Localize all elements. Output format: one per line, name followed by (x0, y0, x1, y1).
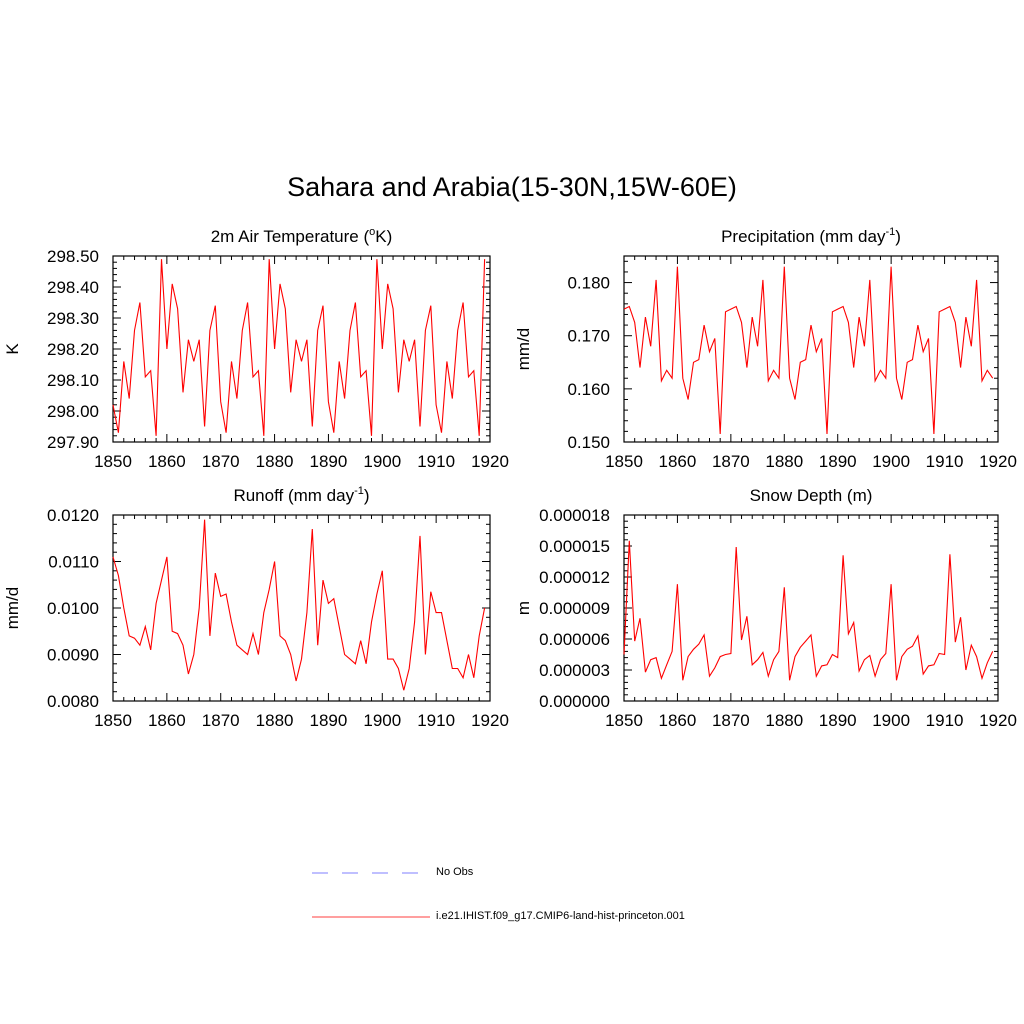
y-tick-label: 298.40 (47, 278, 99, 297)
x-tick-label: 1890 (310, 711, 348, 730)
x-tick-label: 1870 (202, 711, 240, 730)
y-axis-label-3: mm/d (3, 587, 22, 630)
y-tick-label: 0.160 (567, 380, 610, 399)
series-line-4 (623, 540, 994, 681)
series-line-3 (112, 519, 486, 691)
plot-frame-2 (623, 255, 999, 443)
y-tick-label: 0.150 (567, 433, 610, 452)
x-tick-label: 1920 (471, 452, 509, 471)
y-tick-label: 0.0080 (47, 692, 99, 711)
x-tick-label: 1870 (712, 452, 750, 471)
x-tick-label: 1870 (712, 711, 750, 730)
legend-label-no-obs: No Obs (436, 866, 474, 878)
y-tick-label: 298.30 (47, 309, 99, 328)
x-tick-label: 1900 (872, 452, 910, 471)
y-tick-label: 298.50 (47, 247, 99, 266)
page-title: Sahara and Arabia(15-30N,15W-60E) (287, 172, 737, 202)
x-tick-label: 1910 (926, 711, 964, 730)
y-tick-label: 0.000000 (539, 692, 610, 711)
y-tick-label: 0.000009 (539, 599, 610, 618)
y-axis-label-2: mm/d (514, 328, 533, 371)
y-tick-label: 0.0110 (48, 553, 99, 572)
x-tick-label: 1900 (363, 711, 401, 730)
x-tick-label: 1860 (148, 452, 186, 471)
y-tick-label: 0.0120 (47, 506, 99, 525)
x-tick-label: 1880 (256, 711, 294, 730)
x-tick-label: 1850 (605, 711, 643, 730)
x-tick-label: 1900 (363, 452, 401, 471)
panel-title-1: 2m Air Temperature (oK) (211, 226, 393, 246)
panel-title-4: Snow Depth (m) (750, 486, 873, 505)
x-tick-label: 1870 (202, 452, 240, 471)
y-tick-label: 297.90 (47, 433, 99, 452)
x-tick-label: 1890 (819, 452, 857, 471)
y-tick-label: 298.10 (47, 371, 99, 390)
x-tick-label: 1860 (659, 452, 697, 471)
x-tick-label: 1850 (94, 711, 132, 730)
x-tick-label: 1920 (979, 452, 1017, 471)
x-tick-label: 1850 (94, 452, 132, 471)
y-tick-label: 0.170 (567, 327, 610, 346)
y-tick-label: 0.000018 (539, 506, 610, 525)
y-tick-label: 0.0090 (47, 646, 99, 665)
x-tick-label: 1920 (979, 711, 1017, 730)
y-tick-label: 0.000015 (539, 537, 610, 556)
x-tick-label: 1860 (659, 711, 697, 730)
series-line-1 (112, 259, 486, 436)
x-tick-label: 1880 (765, 452, 803, 471)
x-tick-label: 1900 (872, 711, 910, 730)
x-tick-label: 1890 (819, 711, 857, 730)
panel-title-3: Runoff (mm day-1) (233, 485, 369, 505)
y-tick-label: 0.000006 (539, 630, 610, 649)
series-line-2 (623, 266, 994, 435)
x-tick-label: 1880 (256, 452, 294, 471)
x-tick-label: 1850 (605, 452, 643, 471)
x-tick-label: 1910 (926, 452, 964, 471)
y-axis-label-4: m (514, 601, 533, 615)
x-tick-label: 1920 (471, 711, 509, 730)
panel-title-2: Precipitation (mm day-1) (721, 226, 901, 246)
y-tick-label: 0.180 (567, 274, 610, 293)
x-tick-label: 1880 (765, 711, 803, 730)
y-tick-label: 0.000012 (539, 568, 610, 587)
y-tick-label: 0.0100 (47, 599, 99, 618)
x-tick-label: 1910 (417, 452, 455, 471)
x-tick-label: 1860 (148, 711, 186, 730)
y-tick-label: 0.000003 (539, 661, 610, 680)
y-tick-label: 298.00 (47, 402, 99, 421)
y-axis-label-1: K (3, 343, 22, 355)
x-tick-label: 1910 (417, 711, 455, 730)
x-tick-label: 1890 (310, 452, 348, 471)
legend-label-model: i.e21.IHIST.f09_g17.CMIP6-land-hist-prin… (436, 910, 685, 922)
y-tick-label: 298.20 (47, 340, 99, 359)
